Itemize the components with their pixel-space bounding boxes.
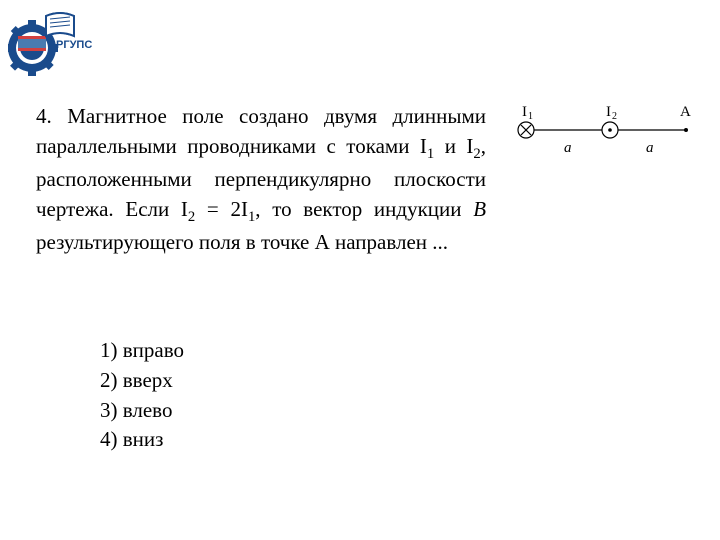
sub: 2 (473, 146, 480, 162)
label-distance: a (564, 140, 572, 156)
answer-option: 2) вверх (100, 366, 184, 396)
label-distance: a (646, 140, 654, 156)
answer-option: 3) влево (100, 396, 184, 426)
text-part: и I (434, 134, 473, 158)
label-a: A (680, 104, 691, 120)
text-part: результирующего поля в точке А направлен… (36, 230, 448, 254)
problem-text: 4. Магнитное поле создано двумя длинными… (36, 102, 486, 258)
svg-text:I: I (606, 104, 611, 120)
text-part: 4. Магнитное поле создано двумя длинными… (36, 104, 486, 158)
answer-option: 4) вниз (100, 425, 184, 455)
vector-b: B (473, 197, 486, 221)
svg-text:1: 1 (528, 111, 533, 122)
answers-list: 1) вправо 2) вверх 3) влево 4) вниз (100, 336, 184, 455)
diagram: I 1 I 2 A a a (510, 102, 700, 172)
svg-text:I: I (522, 104, 527, 120)
text-part: , то вектор индукции (255, 197, 473, 221)
logo: РГУПС (8, 8, 98, 83)
text-part: = 2I (195, 197, 248, 221)
answer-option: 1) вправо (100, 336, 184, 366)
problem-text-container: 4. Магнитное поле создано двумя длинными… (36, 102, 486, 258)
logo-text: РГУПС (56, 39, 92, 51)
svg-text:2: 2 (612, 111, 617, 122)
